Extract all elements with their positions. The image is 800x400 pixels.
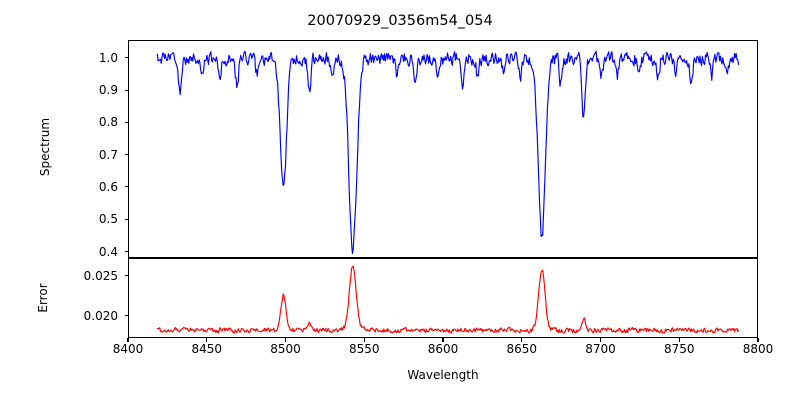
x-tick-mark — [521, 338, 523, 342]
y-tick-mark — [124, 250, 128, 253]
x-tick-label: 8400 — [112, 342, 144, 356]
x-tick-label: 8650 — [506, 342, 538, 356]
y-tick-label: 0.5 — [98, 212, 118, 227]
y-tick-mark — [124, 121, 128, 123]
x-tick-label: 8600 — [427, 342, 459, 356]
y-axis-label-spectrum: Spectrum — [38, 117, 52, 177]
y-tick-label: 0.6 — [98, 179, 118, 194]
y-tick-label: 0.020 — [83, 308, 118, 323]
x-tick-mark — [442, 338, 444, 342]
x-tick-label: 8800 — [742, 342, 774, 356]
x-tick-mark — [206, 338, 208, 342]
y-tick-mark — [124, 89, 128, 91]
x-tick-mark — [127, 338, 129, 342]
error-line-series — [156, 265, 740, 334]
y-tick-label: 0.025 — [83, 268, 118, 283]
y-tick-mark — [124, 218, 128, 220]
x-tick-mark — [363, 338, 365, 342]
y-tick-mark — [124, 57, 128, 59]
x-axis-label: Wavelength — [407, 368, 479, 382]
y-tick-label: 0.7 — [98, 147, 118, 162]
spectrum-line-series — [156, 50, 740, 255]
y-tick-mark — [124, 154, 128, 156]
y-tick-label: 0.4 — [98, 244, 118, 259]
x-tick-mark — [284, 338, 287, 342]
error-plot-panel — [128, 258, 758, 338]
y-tick-label: 0.9 — [98, 83, 118, 98]
x-tick-mark — [599, 338, 602, 342]
y-tick-mark — [124, 315, 128, 317]
x-tick-mark — [678, 338, 680, 342]
y-tick-mark — [124, 275, 128, 277]
x-tick-label: 8550 — [348, 342, 380, 356]
x-tick-label: 8750 — [663, 342, 695, 356]
y-tick-label: 1.0 — [98, 50, 118, 65]
y-tick-mark — [124, 186, 128, 188]
y-tick-label: 0.8 — [98, 115, 118, 130]
page-title: 20070929_0356m54_054 — [307, 13, 493, 29]
x-tick-label: 8450 — [191, 342, 223, 356]
x-tick-mark — [757, 338, 759, 342]
x-tick-label: 8500 — [270, 342, 301, 356]
y-axis-label-error: Error — [36, 283, 50, 313]
spectrum-plot-panel — [128, 40, 758, 258]
x-tick-label: 8700 — [585, 342, 616, 356]
